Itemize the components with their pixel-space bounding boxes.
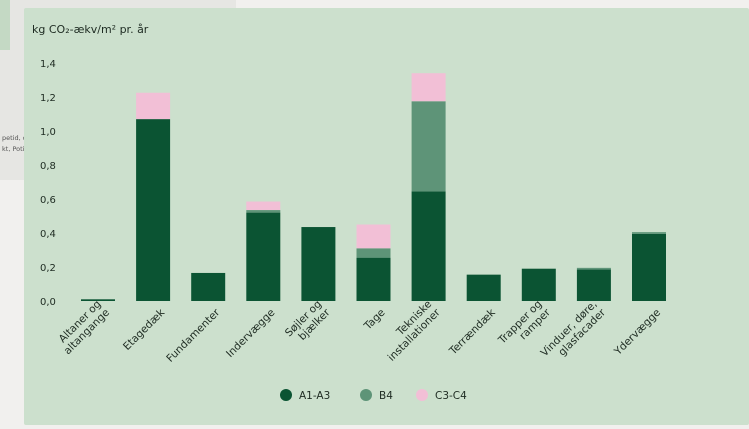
x-tick-label: Etagedæk [121,306,168,353]
bar-segment-b4 [411,101,446,192]
bar-segment-a1-a3 [356,257,391,301]
bar-segment-a1-a3 [246,212,281,301]
bars [81,73,666,301]
legend-label: C3-C4 [435,390,467,402]
x-tick-label: Vinduer, døre,glasfacader [539,298,609,368]
y-tick-label: 0,0 [40,297,56,308]
x-tick-label: Søjler ogbjælker [283,298,333,348]
bar-segment-a1-a3 [632,233,666,301]
legend: A1-A3 B4 C3-C4 [280,389,467,402]
bar-segment-a1-a3 [81,299,115,301]
background-text-fragment: petid, d [2,134,27,142]
background-accent-strip [0,0,10,50]
bar-segment-c3-c4 [136,92,171,120]
bar-segment-b4 [576,267,611,270]
y-tick-label: 1,2 [40,93,56,104]
bar-segment-c3-c4 [246,201,281,211]
x-tick-label: Indervægge [224,307,277,360]
bar-segment-a1-a3 [411,191,446,301]
y-tick-label: 0,2 [40,263,56,274]
chart-card: kg CO₂-ækv/m² pr. år 0,0 0,2 0,4 0,6 0,8 1,0 1… [24,8,749,425]
y-tick-label: 0,8 [40,161,56,172]
bar-segment-a1-a3 [191,272,226,301]
legend-marker [360,389,372,401]
bar-segment-b4 [246,210,281,213]
x-tick-label: Ydervægge [611,307,663,359]
x-tick-label: Terrændæk [447,306,499,358]
y-tick-label: 1,0 [40,127,56,138]
x-tick-label: Tage [361,307,387,333]
bar-segment-c3-c4 [411,73,446,102]
y-tick-labels: 0,0 0,2 0,4 0,6 0,8 1,0 1,2 1,4 [40,59,56,308]
y-tick-label: 1,4 [40,59,56,70]
legend-label: A1-A3 [299,390,330,402]
bar-segment-c3-c4 [356,224,391,249]
bar-segment-a1-a3 [576,269,611,301]
legend-label: B4 [379,390,393,402]
y-axis-label: kg CO₂-ækv/m² pr. år [32,23,149,36]
y-tick-label: 0,4 [40,229,56,240]
bar-segment-a1-a3 [301,227,336,301]
legend-marker [416,389,428,401]
background-text-fragment: kt, Poti [2,145,25,153]
bar-segment-a1-a3 [136,119,171,301]
legend-marker [280,389,292,401]
x-tick-label: Fundamenter [164,306,223,365]
bar-segment-a1-a3 [466,274,501,301]
bar-segment-b4 [632,232,666,234]
bar-segment-b4 [356,248,391,258]
bar-segment-a1-a3 [521,268,556,301]
chart: kg CO₂-ækv/m² pr. år 0,0 0,2 0,4 0,6 0,8 1,0 1… [32,23,666,402]
y-tick-label: 0,6 [40,195,56,206]
x-tick-label: Altaner ogaltangange [53,298,112,357]
x-tick-label: Tekniskeinstallationer [377,298,443,364]
